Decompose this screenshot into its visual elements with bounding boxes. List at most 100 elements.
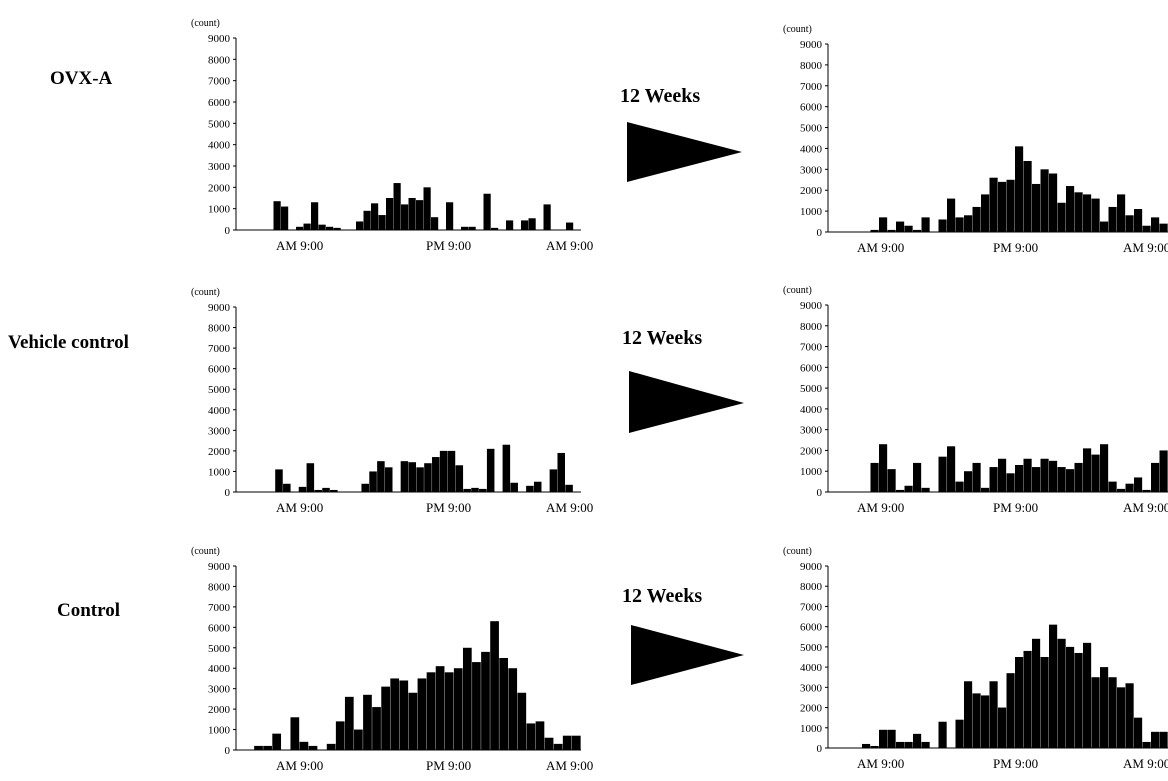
histogram-bar	[468, 226, 476, 230]
histogram-bar	[1023, 650, 1032, 748]
histogram-bar	[921, 741, 930, 748]
histogram-bar	[1074, 652, 1083, 748]
histogram-bar	[490, 621, 499, 750]
histogram-bar	[862, 743, 871, 748]
histogram-bar	[972, 693, 981, 748]
histogram-bar	[354, 729, 363, 750]
histogram-bar	[989, 177, 998, 232]
arrow-shape	[627, 122, 742, 182]
histogram-bar	[326, 226, 334, 230]
histogram-svg: (count) 0 1000 2000 3000 4000 5000 6000 7000 8000…	[783, 546, 1168, 771]
histogram-bar	[1006, 473, 1015, 492]
y-tick-label: 1000	[800, 206, 823, 218]
y-tick-label: 1000	[208, 204, 231, 216]
transition-label-control: 12 Weeks	[622, 585, 703, 607]
histogram-bar	[887, 229, 896, 232]
row-label-ovx-a: OVX-A	[50, 68, 113, 89]
histogram-bar	[938, 456, 947, 492]
histogram-bar	[1125, 683, 1134, 748]
y-tick-label: 3000	[800, 164, 823, 176]
histogram-bar	[1159, 223, 1168, 232]
arrow-shape	[629, 371, 744, 433]
histogram-bar	[446, 202, 454, 230]
y-tick-label: 3000	[800, 682, 823, 694]
transition-label-vehicle-control: 12 Weeks	[622, 327, 703, 349]
histogram-bar	[543, 204, 551, 230]
histogram-bar	[1100, 444, 1109, 492]
histogram-bar	[508, 668, 518, 750]
y-tick-label: 3000	[800, 425, 823, 437]
histogram-bar	[318, 224, 326, 230]
histogram-bar	[989, 467, 998, 492]
histogram-bar	[431, 217, 439, 230]
y-tick-label: 5000	[800, 123, 823, 135]
y-axis-unit: (count)	[191, 18, 220, 29]
y-tick-label: 0	[225, 487, 231, 499]
histogram-bar	[1006, 673, 1015, 748]
histogram-bar	[921, 487, 930, 492]
histogram-bar	[363, 210, 371, 230]
histogram-bar	[879, 217, 888, 232]
chart-control-before: (count) 0 1000 2000 3000 4000 5000 6000 7000 8000…	[168, 538, 593, 781]
histogram-bar	[913, 733, 922, 748]
histogram-bar	[435, 666, 445, 750]
y-tick-label: 6000	[208, 622, 231, 634]
histogram-bar	[384, 467, 393, 492]
histogram-bar	[1159, 731, 1168, 748]
histogram-svg: (count) 0 1000 2000 3000 4000 5000 6000 7000 8000…	[191, 546, 593, 773]
y-tick-label: 2000	[800, 185, 823, 197]
chart-vehicle-control-after: (count) 0 1000 2000 3000 4000 5000 6000 7000 8000…	[780, 278, 1168, 523]
y-tick-label: 0	[225, 745, 231, 757]
histogram-bar	[972, 206, 981, 232]
histogram-bar	[326, 743, 336, 750]
histogram-bar	[281, 206, 289, 230]
histogram-bar	[455, 465, 464, 492]
y-tick-label: 8000	[800, 60, 823, 72]
histogram-bar	[1074, 192, 1083, 232]
x-time-label: AM 9:00	[857, 240, 904, 255]
histogram-bar	[471, 487, 479, 492]
histogram-bar	[361, 483, 369, 492]
histogram-bar	[472, 662, 481, 750]
histogram-bar	[491, 227, 499, 230]
y-tick-label: 4000	[208, 405, 231, 417]
histogram-bar	[1015, 146, 1024, 232]
histogram-bar	[510, 482, 518, 492]
histogram-bar	[1057, 467, 1066, 492]
histogram-bar	[998, 181, 1007, 232]
x-time-label: PM 9:00	[993, 500, 1038, 515]
x-time-label: AM 9:00	[276, 238, 323, 253]
y-tick-label: 8000	[800, 581, 823, 593]
histogram-bar	[955, 481, 964, 492]
histogram-bar	[904, 485, 913, 492]
histogram-bar	[390, 678, 400, 750]
histogram-bar	[1083, 448, 1092, 492]
histogram-bar	[1083, 194, 1092, 232]
histogram-bar	[1074, 462, 1083, 492]
histogram-bar	[904, 741, 913, 748]
x-time-label: PM 9:00	[426, 758, 471, 773]
y-tick-label: 5000	[800, 642, 823, 654]
histogram-bar	[481, 651, 490, 750]
x-time-label: PM 9:00	[426, 238, 471, 253]
histogram-bar	[463, 488, 471, 492]
histogram-bar	[921, 217, 930, 232]
histogram-bar	[1117, 194, 1126, 232]
histogram-bar	[1023, 458, 1032, 492]
histogram-bar	[344, 696, 354, 750]
y-tick-label: 2000	[800, 445, 823, 457]
histogram-bar	[517, 692, 527, 750]
histogram-bar	[447, 450, 456, 492]
y-tick-label: 6000	[800, 362, 823, 374]
histogram-bar	[502, 444, 511, 492]
histogram-bar	[566, 222, 574, 230]
arrow-right-icon	[627, 122, 742, 182]
histogram-bar	[499, 658, 509, 750]
y-tick-label: 8000	[800, 321, 823, 333]
x-time-label: PM 9:00	[426, 500, 471, 515]
histogram-bar	[273, 201, 281, 230]
chart-ovx-a-before: (count) 0 1000 2000 3000 4000 5000 6000 7000 8000…	[168, 8, 593, 261]
row-label-control: Control	[57, 600, 120, 621]
y-tick-label: 4000	[800, 143, 823, 155]
